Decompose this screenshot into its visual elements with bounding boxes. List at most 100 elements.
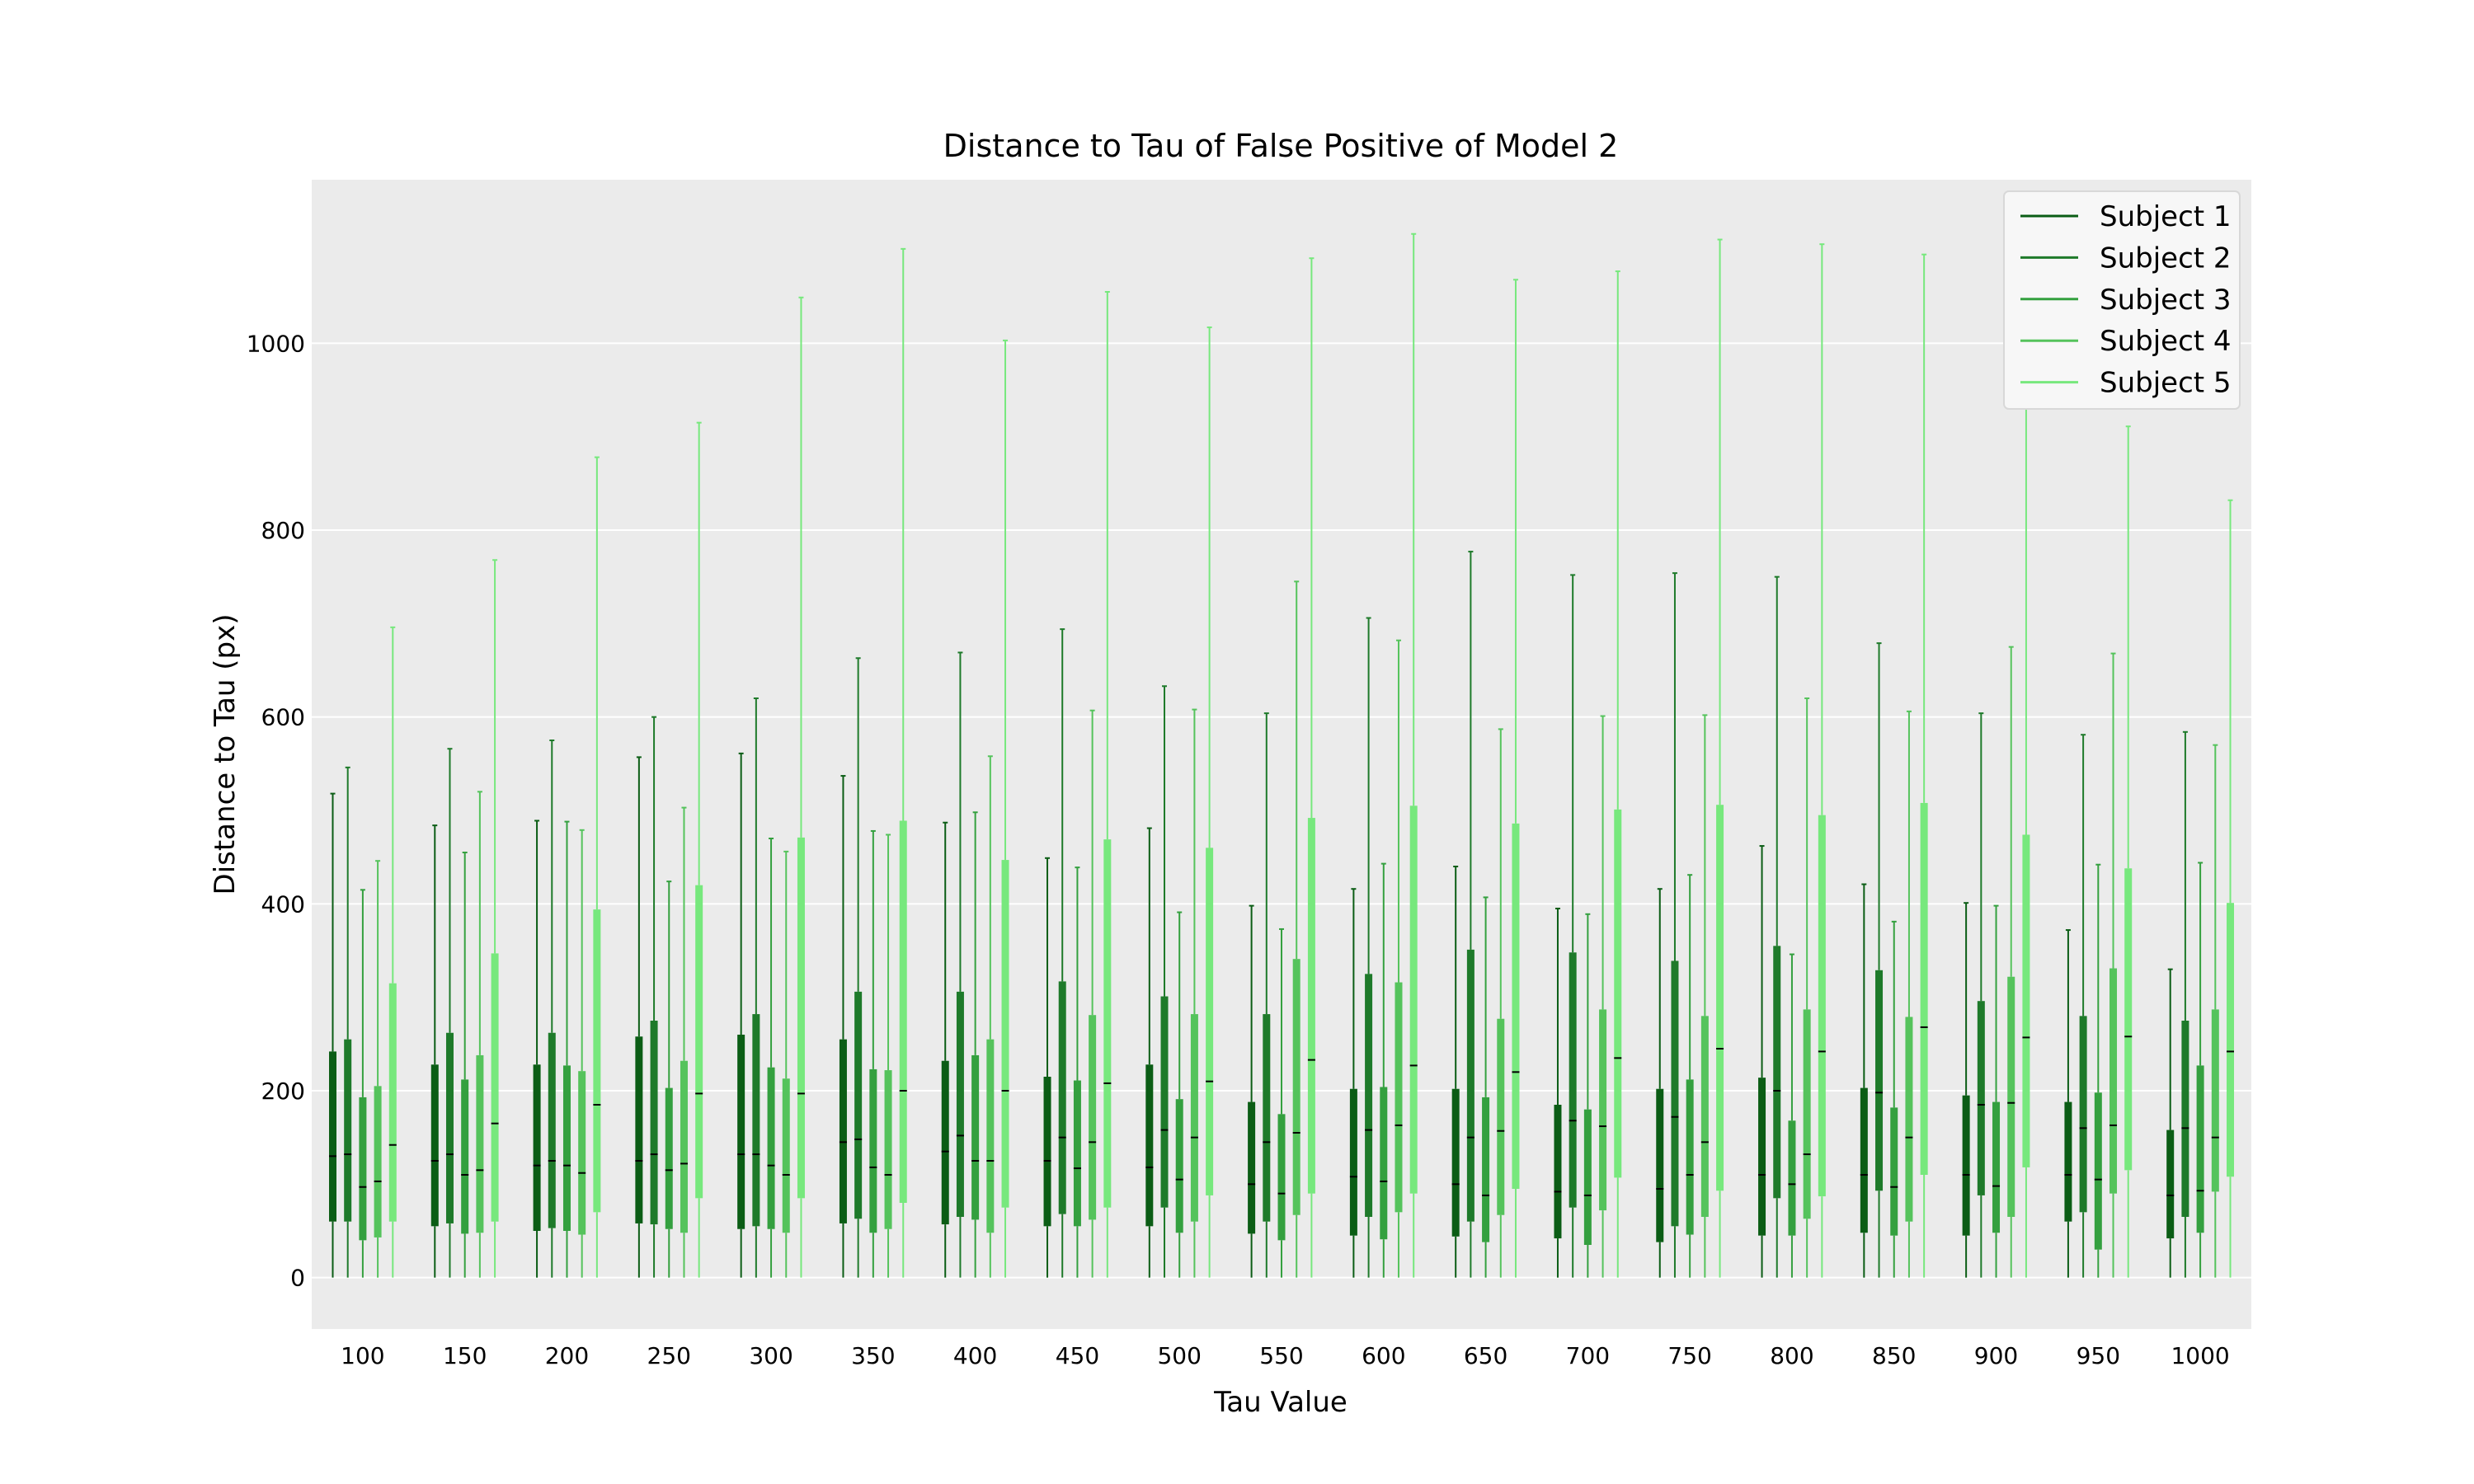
box-plot [1905,710,1913,1278]
y-tick-label: 800 [261,517,305,544]
box [1395,982,1403,1213]
box-plot [884,834,892,1278]
x-tick-label: 500 [1157,1342,1201,1369]
box-plot [1103,291,1112,1278]
box [971,1054,980,1220]
box [461,1079,469,1234]
box-plot [650,716,658,1278]
x-tick-label: 150 [443,1342,487,1369]
box-plot [1451,866,1460,1278]
box [797,837,805,1199]
box [665,1087,673,1229]
legend: Subject 1 Subject 2 Subject 3 Subject 4 Subj… [2003,190,2241,410]
box-plot [1758,845,1766,1278]
box [2227,903,2235,1177]
box-plot [1160,685,1169,1278]
box [578,1071,586,1235]
box-plot [1875,642,1884,1278]
box [782,1078,790,1233]
box [1788,1120,1796,1236]
box [1466,949,1475,1222]
box [1962,1095,1970,1236]
box-plot [1803,697,1811,1278]
box [1716,805,1724,1191]
box-series [328,232,2235,1278]
box [1365,974,1373,1217]
box [430,1064,439,1227]
box-plot [1788,953,1796,1278]
y-tick-label: 600 [261,704,305,731]
box-plot [1512,279,1520,1278]
box-plot [1277,928,1286,1278]
box [491,953,499,1222]
box-plot [1058,628,1066,1278]
box-plot [1043,857,1051,1278]
box [767,1067,775,1229]
box-plot [1263,712,1271,1278]
box-plot [2094,863,2102,1278]
box [1773,946,1781,1199]
box [1001,860,1009,1208]
box-plot [476,791,484,1278]
box-plot [1962,902,1970,1278]
box [680,1060,688,1233]
box [359,1097,367,1241]
box-plot [665,881,673,1278]
box-plot [1349,888,1357,1278]
x-tick-label: 700 [1566,1342,1610,1369]
box-plot [562,820,571,1278]
box-plot [1497,728,1505,1278]
box [1758,1078,1766,1236]
box-plot [533,819,541,1278]
box-plot [767,838,775,1278]
box [1875,970,1884,1191]
box-plot [388,626,397,1278]
box-plot [680,806,688,1278]
box-plot [2124,425,2133,1278]
box [1482,1097,1490,1242]
box-plot [1860,883,1868,1278]
box [1206,848,1214,1195]
x-tick-label: 450 [1056,1342,1099,1369]
series-3 [359,811,2204,1278]
box-plot [752,697,760,1278]
box [445,1032,454,1223]
box [1292,959,1300,1215]
box [884,1070,892,1229]
x-tick-label: 100 [341,1342,384,1369]
x-tick-label: 850 [1872,1342,1916,1369]
box [1145,1064,1154,1227]
chart-title: Distance to Tau of False Positive of Mod… [943,128,1619,164]
box-plot [1409,232,1418,1278]
series-1 [328,752,2175,1278]
box-plot [899,247,907,1278]
box-plot [491,559,499,1278]
box-plot [1716,238,1724,1278]
box [869,1068,877,1233]
box [1307,818,1315,1194]
y-tick-label: 1000 [247,330,305,357]
box [1671,960,1679,1227]
box [1905,1017,1913,1222]
box-plot [1818,243,1826,1278]
box [1512,823,1520,1189]
legend-label: Subject 4 [2100,325,2232,358]
box [635,1036,643,1223]
x-tick-label: 400 [953,1342,997,1369]
box [1263,1014,1271,1222]
box [548,1032,556,1228]
box-plot [1292,580,1300,1278]
y-axis-label: Distance to Tau (px) [209,614,242,895]
box-plot [1190,708,1198,1278]
box-plot [797,296,805,1278]
box-plot [374,860,382,1278]
box-plot [1395,639,1403,1278]
box-plot [1671,572,1679,1278]
box [2022,834,2030,1167]
box [1277,1114,1286,1241]
box [899,820,907,1203]
box-plot [1365,617,1373,1278]
box [2109,968,2118,1194]
box [2064,1101,2072,1222]
box-plot [445,748,454,1278]
